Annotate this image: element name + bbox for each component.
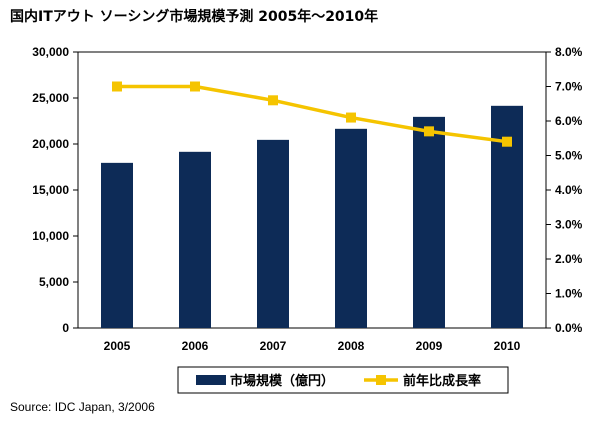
right-axis-tick-label: 4.0% bbox=[555, 183, 583, 197]
growth-rate-point-2005 bbox=[112, 81, 122, 92]
source-note: Source: IDC Japan, 3/2006 bbox=[10, 400, 155, 414]
growth-rate-point-2006 bbox=[190, 81, 200, 92]
right-axis-tick-label: 1.0% bbox=[555, 287, 583, 301]
growth-rate-point-2008 bbox=[346, 112, 356, 123]
plot-area bbox=[77, 51, 547, 329]
growth-rate-line bbox=[115, 84, 509, 144]
bar-2006 bbox=[179, 151, 211, 328]
bar-2005 bbox=[101, 162, 133, 328]
right-axis-tick-label: 3.0% bbox=[555, 218, 583, 232]
x-axis-tick-label: 2009 bbox=[416, 339, 443, 353]
x-axis-tick-label: 2006 bbox=[182, 339, 209, 353]
x-axis-tick-label: 2010 bbox=[494, 339, 521, 353]
x-axis-tick-label: 2007 bbox=[260, 339, 287, 353]
left-axis-tick-label: 15,000 bbox=[32, 183, 69, 197]
bar-2007 bbox=[257, 139, 289, 328]
left-axis-tick-label: 5,000 bbox=[39, 275, 69, 289]
bar-2009 bbox=[413, 116, 445, 328]
growth-rate-point-2009 bbox=[424, 126, 434, 137]
right-axis-tick-label: 6.0% bbox=[555, 114, 583, 128]
right-axis-tick-label: 8.0% bbox=[555, 45, 583, 59]
right-axis-tick-label: 5.0% bbox=[555, 149, 583, 163]
legend-line-marker bbox=[376, 375, 386, 385]
legend-bar-swatch bbox=[196, 375, 226, 385]
bar-2008 bbox=[335, 128, 367, 328]
right-axis-tick-label: 7.0% bbox=[555, 80, 583, 94]
growth-rate-point-2010 bbox=[502, 136, 512, 147]
right-axis-tick-label: 0.0% bbox=[555, 321, 583, 335]
legend-line-label: 前年比成長率 bbox=[403, 373, 481, 389]
x-axis-tick-label: 2005 bbox=[104, 339, 131, 353]
legend-box bbox=[177, 366, 509, 394]
growth-rate-point-2007 bbox=[268, 95, 278, 106]
left-axis-tick-label: 0 bbox=[62, 321, 69, 335]
left-axis-tick-label: 25,000 bbox=[32, 91, 69, 105]
left-axis-tick-label: 30,000 bbox=[32, 45, 69, 59]
legend-bar-label: 市場規模（億円） bbox=[230, 373, 334, 389]
left-axis-tick-label: 20,000 bbox=[32, 137, 69, 151]
left-axis-tick-label: 10,000 bbox=[32, 229, 69, 243]
chart-title: 国内ITアウト ソーシング市場規模予測 2005年～2010年 bbox=[10, 9, 379, 25]
right-axis-tick-label: 2.0% bbox=[555, 252, 583, 266]
x-axis-tick-label: 2008 bbox=[338, 339, 365, 353]
